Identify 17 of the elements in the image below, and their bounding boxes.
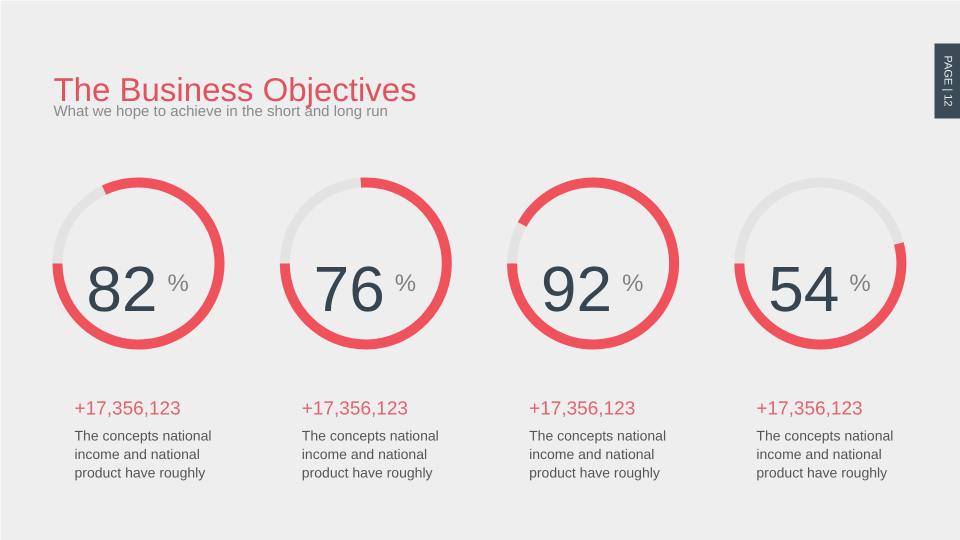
text: +17,356,123 (302, 398, 408, 420)
text: PAGE | 12 (942, 56, 954, 106)
text: % (622, 270, 644, 297)
data-label: 92 (540, 253, 612, 325)
text: +17,356,123 (529, 398, 636, 420)
data-label: 82 (86, 253, 158, 325)
data-label: 54 (768, 253, 840, 325)
text: The concepts national income and national product have roughly (302, 428, 439, 480)
text: % (394, 270, 416, 297)
text: +17,356,123 (74, 398, 181, 420)
text: The concepts national income and national product have roughly (74, 428, 212, 480)
text: The concepts national income and national product have roughly (756, 428, 894, 480)
text: % (168, 270, 189, 297)
text: +17,356,123 (756, 398, 863, 420)
text: % (849, 270, 871, 297)
text: The concepts national income and national product have roughly (529, 428, 666, 480)
data-label: 76 (314, 253, 385, 325)
